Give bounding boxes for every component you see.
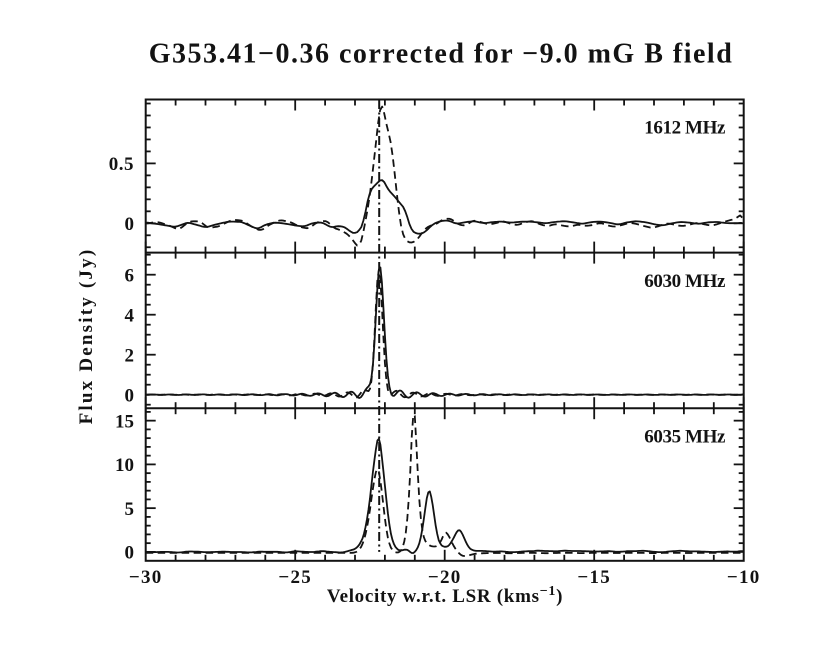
svg-text:−30: −30 [129, 567, 163, 588]
svg-text:0: 0 [125, 385, 135, 406]
svg-text:10: 10 [115, 455, 134, 476]
svg-text:−15: −15 [577, 567, 611, 588]
svg-text:6035 MHz: 6035 MHz [644, 427, 726, 448]
svg-text:0.5: 0.5 [109, 154, 134, 175]
svg-text:6: 6 [125, 265, 135, 286]
svg-text:Flux Density (Jy): Flux Density (Jy) [76, 248, 97, 425]
svg-text:−20: −20 [428, 567, 462, 588]
svg-text:4: 4 [125, 305, 135, 326]
svg-text:2: 2 [125, 345, 135, 366]
svg-text:15: 15 [115, 411, 134, 432]
svg-text:0: 0 [125, 214, 135, 235]
svg-text:Velocity w.r.t. LSR (kms−1): Velocity w.r.t. LSR (kms−1) [327, 584, 563, 607]
svg-text:G353.41−0.36 corrected for −9.: G353.41−0.36 corrected for −9.0 mG B fie… [149, 39, 734, 70]
svg-text:0: 0 [125, 543, 135, 564]
svg-text:−25: −25 [278, 567, 312, 588]
svg-text:5: 5 [125, 499, 135, 520]
svg-text:1612 MHz: 1612 MHz [644, 118, 726, 139]
svg-text:6030 MHz: 6030 MHz [644, 271, 726, 292]
svg-text:−10: −10 [727, 567, 761, 588]
